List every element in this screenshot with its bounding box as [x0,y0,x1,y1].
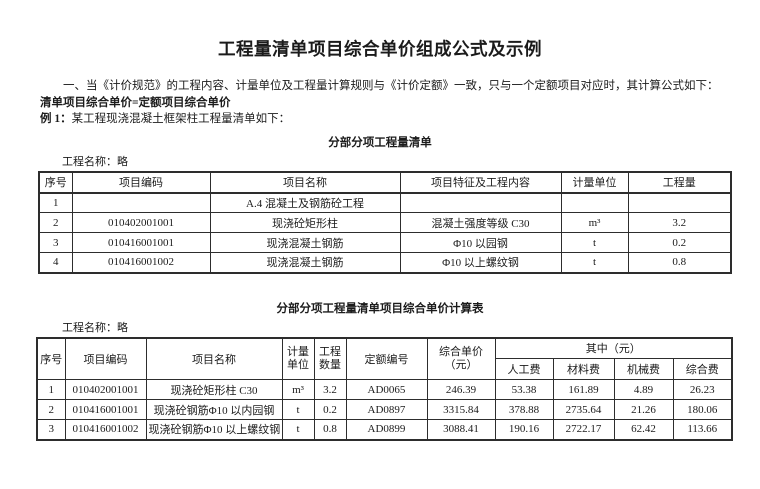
table-cell: 010402001001 [64,379,147,400]
quantity-list-table: 序号 项目编码 项目名称 项目特征及工程内容 计量单位 工程量 1 A.4 混凝… [38,170,732,274]
column-header: 项目编码 [71,171,211,194]
table-cell [627,192,732,213]
table-cell: A.4 混凝土及钢筋砼工程 [209,192,401,213]
table-cell: 现浇砼矩形柱 C30 [145,379,283,400]
column-header: 序号 [36,337,66,380]
table-row: 1 A.4 混凝土及钢筋砼工程 [38,192,732,213]
table-cell: 4 [38,252,73,273]
column-header: 项目特征及工程内容 [399,171,562,194]
table-cell: 4.89 [613,379,674,400]
column-header: 定额编号 [345,337,428,380]
table-cell: 010416001001 [71,232,211,253]
formula-line: 清单项目综合单价=定额项目综合单价 [40,96,231,109]
table-cell: 378.88 [494,399,554,420]
column-header: 序号 [38,171,73,194]
table-row: 4 010416001002 现浇混凝土钢筋 Φ10 以上螺纹钢 t 0.8 [38,252,732,273]
table-cell: 0.2 [313,399,347,420]
table-cell: 3.2 [627,212,732,233]
table-row: 2 010402001001 现浇砼矩形柱 混凝土强度等级 C30 m³ 3.2 [38,212,732,233]
example-label: 例 1： [40,113,72,125]
table-cell: 现浇混凝土钢筋 [209,232,401,253]
table-cell: 1 [36,379,66,400]
table-cell: 混凝土强度等级 C30 [399,212,562,233]
table-cell-composite-price: 246.39 [426,379,496,400]
table-cell: 0.8 [627,252,732,273]
column-header: 工程量 [627,171,732,194]
table-cell: 现浇砼矩形柱 [209,212,401,233]
table-cell: m³ [281,379,315,400]
example-text: 某工程现浇混凝土框架柱工程量清单如下： [71,113,291,125]
table-cell: m³ [560,212,629,233]
table-cell: 180.06 [672,399,733,420]
column-header: 人工费 [494,358,554,380]
table-cell: 2735.64 [552,399,615,420]
table-cell: 3 [36,419,66,440]
table-row: 3 010416001001 现浇混凝土钢筋 Φ10 以园钢 t 0.2 [38,232,732,253]
table-cell: 2 [38,212,73,233]
table-row: 2 010416001001 现浇砼钢筋Φ10 以内园钢 t 0.2 AD089… [36,399,733,420]
table-cell-composite-price: 3088.41 [426,419,496,440]
column-header: 项目名称 [145,337,283,380]
table1-title: 分部分项工程量清单 [328,136,432,149]
column-header: 计量单位 [281,337,315,380]
table2-project-name: 工程名称：略 [62,321,128,334]
table-cell: Φ10 以上螺纹钢 [399,252,562,273]
example-line: 例 1：某工程现浇混凝土框架柱工程量清单如下： [40,111,740,128]
table-cell: t [281,399,315,420]
column-header-group: 其中（元） [494,337,733,359]
table-cell: 010416001001 [64,399,147,420]
column-header: 综合单价 （元） [426,337,496,380]
table-cell: AD0065 [345,379,428,400]
table-cell: 3.2 [313,379,347,400]
column-header: 机械费 [613,358,674,380]
table-cell: 3 [38,232,73,253]
table-cell: t [560,252,629,273]
table-cell: Φ10 以园钢 [399,232,562,253]
intro-paragraph: 一、当《计价规范》的工程内容、计量单位及工程量计算规则与《计价定额》一致，只与一… [63,80,719,92]
table-cell: 0.2 [627,232,732,253]
table-cell-composite-price: 3315.84 [426,399,496,420]
page-title: 工程量清单项目综合单价组成公式及示例 [218,39,542,59]
column-header: 项目编码 [64,337,147,380]
table-header-row: 序号 项目编码 项目名称 项目特征及工程内容 计量单位 工程量 [38,171,732,194]
table-cell: 62.42 [613,419,674,440]
column-header: 综合费 [672,358,733,380]
table-cell: 现浇砼钢筋Φ10 以上螺纹钢 [145,419,283,440]
table-cell: 26.23 [672,379,733,400]
unit-price-calc-table: 序号 项目编码 项目名称 计量 单位 工程 数量 定额编号 综合单价 （元） 其中（元… [36,336,733,441]
table2-title: 分部分项工程量清单项目综合单价计算表 [276,302,484,315]
table-cell: 010416001002 [64,419,147,440]
table-cell: 161.89 [552,379,615,400]
table-cell: 现浇砼钢筋Φ10 以内园钢 [145,399,283,420]
table-row: 1 010402001001 现浇砼矩形柱 C30 m³ 3.2 AD0065 … [36,379,733,400]
table-row: 3 010416001002 现浇砼钢筋Φ10 以上螺纹钢 t 0.8 AD08… [36,419,733,440]
table-cell [560,192,629,213]
table-cell: 现浇混凝土钢筋 [209,252,401,273]
table-cell: 113.66 [672,419,733,440]
table-cell: 53.38 [494,379,554,400]
table-cell: 2722.17 [552,419,615,440]
table-header-row: 序号 项目编码 项目名称 计量 单位 工程 数量 定额编号 综合单价 （元） 其中（元… [36,337,733,380]
table-cell: 21.26 [613,399,674,420]
table-cell: 1 [38,192,73,213]
table-cell: 010402001001 [71,212,211,233]
column-header: 工程 数量 [313,337,347,380]
column-header: 项目名称 [209,171,401,194]
table-cell: 2 [36,399,66,420]
table-cell: AD0897 [345,399,428,420]
table-cell: t [560,232,629,253]
intro-block: 一、当《计价规范》的工程内容、计量单位及工程量计算规则与《计价定额》一致，只与一… [40,78,740,128]
table-cell: 0.8 [313,419,347,440]
column-header: 材料费 [552,358,615,380]
table-cell [399,192,562,213]
table-cell: 010416001002 [71,252,211,273]
column-header: 计量单位 [560,171,629,194]
table-cell: t [281,419,315,440]
table-cell: AD0899 [345,419,428,440]
table-cell: 190.16 [494,419,554,440]
table1-project-name: 工程名称：略 [62,155,128,168]
table-cell [71,192,211,213]
